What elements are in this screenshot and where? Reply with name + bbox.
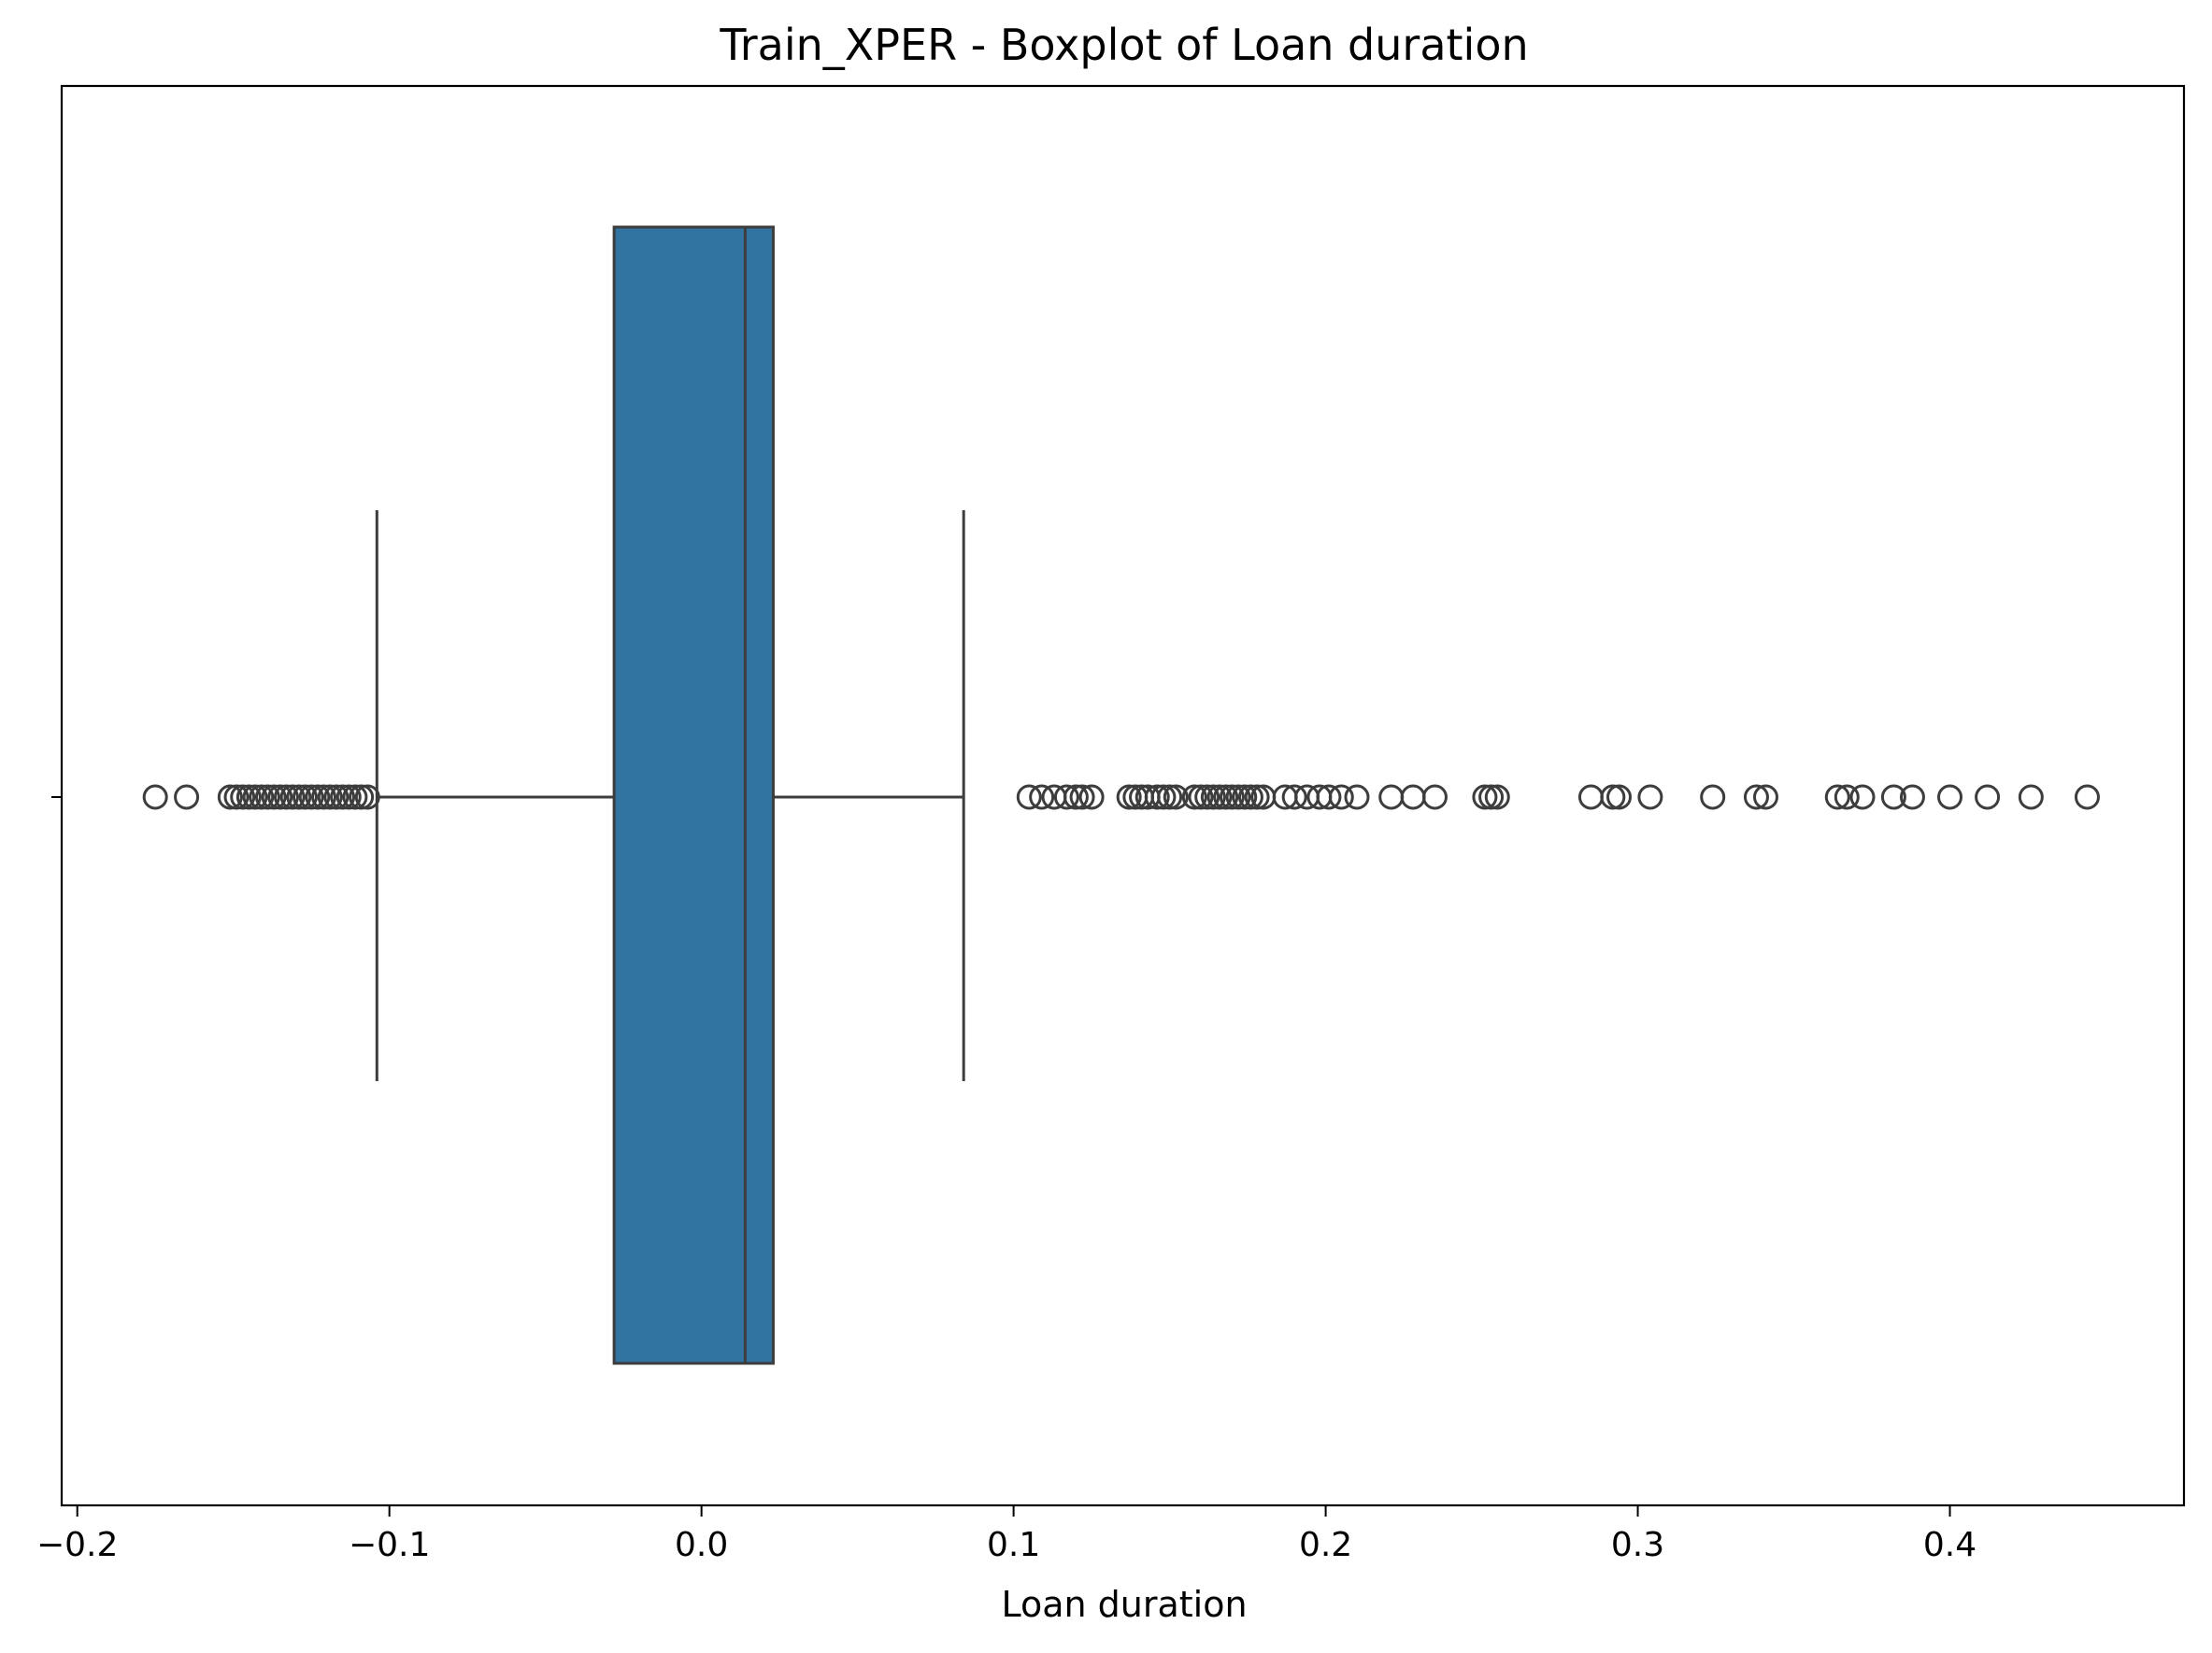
outlier-point	[1472, 784, 1498, 810]
outlier-point	[1880, 784, 1906, 810]
outlier-point	[317, 784, 343, 810]
outlier-point	[1281, 784, 1307, 810]
outlier-point	[305, 784, 331, 810]
outlier-point	[1181, 784, 1207, 810]
outlier-point	[174, 784, 200, 810]
outlier-point	[1421, 784, 1448, 810]
outlier-point	[2018, 784, 2044, 810]
outlier-point	[1400, 784, 1426, 810]
x-tick-label: 0.2	[1299, 1526, 1352, 1564]
chart-title: Train_XPER - Boxplot of Loan duration	[719, 20, 1528, 70]
outlier-point	[292, 784, 318, 810]
outlier-point	[298, 784, 324, 810]
outlier-point	[1244, 784, 1270, 810]
outlier-point	[1328, 784, 1354, 810]
outlier-point	[349, 784, 375, 810]
outlier-point	[1225, 784, 1251, 810]
outlier-point	[1637, 784, 1663, 810]
outlier-point	[330, 784, 356, 810]
outlier-point	[342, 784, 368, 810]
outlier-point	[142, 784, 168, 810]
outlier-point	[1899, 784, 1925, 810]
outlier-point	[1078, 784, 1105, 810]
outlier-point	[1752, 784, 1778, 810]
outlier-point	[1053, 784, 1079, 810]
outlier-point	[1606, 784, 1633, 810]
outlier-point	[1206, 784, 1233, 810]
outlier-point	[1237, 784, 1263, 810]
outlier-point	[1834, 784, 1860, 810]
outlier-point	[1344, 784, 1370, 810]
plot-area	[142, 225, 2100, 1365]
outlier-point	[1116, 784, 1142, 810]
outlier-point	[235, 784, 262, 810]
outlier-point	[1937, 784, 1963, 810]
outlier-point	[273, 784, 299, 810]
outlier-point	[1069, 784, 1095, 810]
x-tick-label: 0.4	[1923, 1526, 1977, 1564]
outlier-point	[1188, 784, 1214, 810]
x-axis-label: Loan duration	[1001, 1584, 1247, 1625]
outlier-point	[1219, 784, 1245, 810]
box-iqr	[612, 225, 775, 1365]
outlier-point	[1700, 784, 1726, 810]
outlier-point	[311, 784, 337, 810]
x-tick-label: −0.1	[349, 1526, 430, 1564]
x-tick-label: 0.0	[675, 1526, 728, 1564]
outlier-point	[2074, 784, 2100, 810]
outlier-point	[1016, 784, 1042, 810]
outlier-point	[1378, 784, 1405, 810]
axes-frame	[60, 84, 2186, 1507]
outlier-point	[1824, 784, 1850, 810]
outlier-point	[1213, 784, 1239, 810]
outlier-point	[249, 784, 275, 810]
outlier-point	[1743, 784, 1769, 810]
outlier-point	[1316, 784, 1342, 810]
outlier-point	[1194, 784, 1220, 810]
outlier-point	[230, 784, 256, 810]
outlier-point	[323, 784, 350, 810]
outlier-point	[242, 784, 268, 810]
outlier-point	[279, 784, 306, 810]
outlier-point	[286, 784, 312, 810]
outlier-point	[1232, 784, 1258, 810]
outlier-point	[254, 784, 280, 810]
outlier-point	[1157, 784, 1183, 810]
x-tick-label: −0.2	[36, 1526, 118, 1564]
outlier-point	[1600, 784, 1626, 810]
outlier-point	[261, 784, 287, 810]
outlier-point	[217, 784, 243, 810]
outlier-point	[1029, 784, 1055, 810]
x-axis: −0.2 −0.1 0.0 0.1 0.2 0.3 0.4	[36, 1505, 1977, 1564]
outlier-point	[223, 784, 250, 810]
outlier-point	[354, 784, 380, 810]
outlier-point	[1975, 784, 2001, 810]
x-tick-label: 0.3	[1611, 1526, 1664, 1564]
outlier-point	[1150, 784, 1177, 810]
outlier-point	[335, 784, 362, 810]
outlier-point	[1063, 784, 1089, 810]
outlier-point	[1478, 784, 1505, 810]
outlier-point	[1163, 784, 1189, 810]
x-tick-label: 0.1	[987, 1526, 1040, 1564]
outlier-point	[1200, 784, 1226, 810]
outlier-point	[1849, 784, 1876, 810]
outlier-point	[1577, 784, 1604, 810]
outlier-point	[1144, 784, 1170, 810]
outlier-point	[1484, 784, 1510, 810]
outlier-point	[267, 784, 293, 810]
